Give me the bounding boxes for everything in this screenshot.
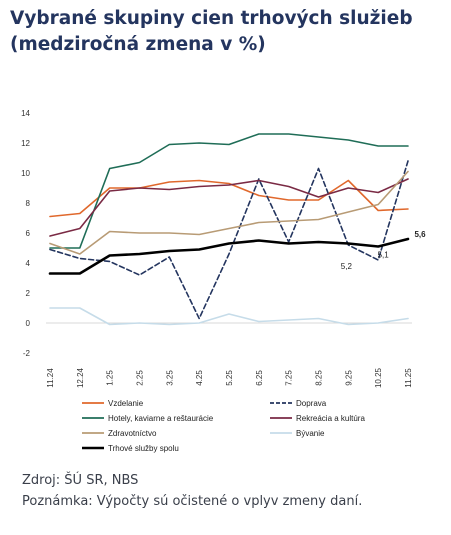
methodology-note: Poznámka: Výpočty sú očistené o vplyv zm… bbox=[22, 494, 363, 509]
y-tick-label: 12 bbox=[21, 139, 30, 148]
legend-label: Trhové služby spolu bbox=[108, 444, 179, 453]
series-line bbox=[49, 307, 409, 326]
x-tick-label: 8.25 bbox=[315, 370, 324, 386]
series-line bbox=[49, 160, 409, 320]
x-tick-label: 3.25 bbox=[165, 370, 174, 386]
legend-label: Bývanie bbox=[296, 429, 325, 438]
data-label: 5,2 bbox=[341, 262, 353, 271]
y-tick-label: 2 bbox=[26, 289, 31, 298]
legend-label: Zdravotníctvo bbox=[108, 429, 157, 438]
source-note: Zdroj: ŠÚ SR, NBS bbox=[22, 473, 139, 488]
x-tick-label: 4.25 bbox=[195, 370, 204, 386]
y-tick-label: 8 bbox=[26, 199, 31, 208]
x-tick-label: 11.25 bbox=[404, 368, 413, 388]
legend-label: Hotely, kaviarne a reštaurácie bbox=[108, 414, 214, 423]
x-tick-label: 6.25 bbox=[255, 370, 264, 386]
x-tick-label: 9.25 bbox=[344, 370, 353, 386]
series-line bbox=[49, 179, 409, 218]
x-tick-label: 10.25 bbox=[374, 367, 383, 388]
data-label: 5,1 bbox=[378, 251, 390, 260]
x-tick-label: 2.25 bbox=[136, 370, 145, 386]
line-chart: -2 0 2 4 6 8 10 12 14 11.24 12.24 1.25 2.25 3.25 4.25 5… bbox=[21, 109, 426, 453]
legend-label: Vzdelanie bbox=[108, 399, 144, 408]
data-label: 5,6 bbox=[414, 230, 426, 239]
y-tick-label: 6 bbox=[26, 229, 31, 238]
series-line bbox=[48, 237, 410, 275]
y-tick-label: 4 bbox=[26, 259, 31, 268]
series-line bbox=[49, 178, 409, 237]
series-line bbox=[49, 133, 409, 249]
y-tick-label: 10 bbox=[21, 169, 30, 178]
legend-label: Rekreácia a kultúra bbox=[296, 414, 365, 423]
x-tick-label: 12.24 bbox=[76, 367, 85, 388]
x-tick-label: 7.25 bbox=[285, 370, 294, 386]
x-tick-label: 5.25 bbox=[225, 370, 234, 386]
y-tick-label: -2 bbox=[23, 349, 31, 358]
chart-title: Vybrané skupiny cien trhových služieb bbox=[10, 8, 413, 29]
series-line bbox=[49, 170, 409, 255]
chart-footer: Zdroj: ŠÚ SR, NBS Poznámka: Výpočty sú o… bbox=[22, 470, 362, 512]
y-tick-label: 0 bbox=[26, 319, 31, 328]
chart-title-block: Vybrané skupiny cien trhových služieb (m… bbox=[10, 6, 440, 58]
y-tick-label: 14 bbox=[21, 109, 30, 118]
x-tick-label: 11.24 bbox=[46, 368, 55, 388]
chart-subtitle: (medziročná zmena v %) bbox=[10, 34, 266, 55]
x-tick-label: 1.25 bbox=[106, 370, 115, 386]
legend-label: Doprava bbox=[296, 399, 327, 408]
